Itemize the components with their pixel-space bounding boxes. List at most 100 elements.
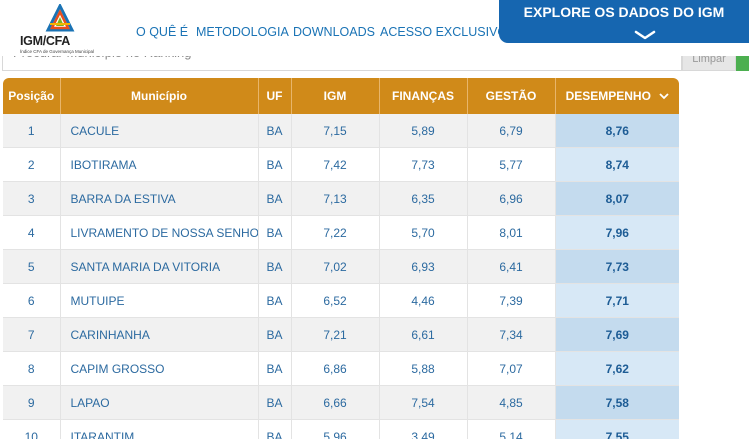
chevron-down-icon	[634, 30, 656, 40]
cell-posicao: 8	[3, 351, 61, 386]
table-row[interactable]: 6 MUTUIPE BA 6,52 4,46 7,39 7,71	[3, 283, 679, 318]
cell-gestao: 5,14	[467, 419, 556, 439]
ranking-table: Posição Município UF IGM FINANÇAS GESTÃO…	[3, 78, 679, 439]
nav-metodologia[interactable]: METODOLOGIA	[196, 25, 289, 39]
cell-igm: 7,02	[291, 249, 380, 284]
cell-municipio: CARINHANHA	[60, 317, 259, 352]
table-row[interactable]: 2 IBOTIRAMA BA 7,42 7,73 5,77 8,74	[3, 147, 679, 182]
cell-igm: 6,66	[291, 385, 380, 420]
cell-desempenho: 7,69	[555, 317, 679, 352]
cell-desempenho: 8,74	[555, 147, 679, 182]
cell-igm: 7,42	[291, 147, 380, 182]
cell-financas: 5,70	[379, 215, 468, 250]
table-row[interactable]: 5 SANTA MARIA DA VITORIA BA 7,02 6,93 6,41 7,7…	[3, 249, 679, 284]
cell-municipio: ITARANTIM	[60, 419, 259, 439]
cell-financas: 7,54	[379, 385, 468, 420]
cell-uf: BA	[258, 317, 292, 352]
cell-gestao: 4,85	[467, 385, 556, 420]
cell-igm: 7,21	[291, 317, 380, 352]
cell-gestao: 6,41	[467, 249, 556, 284]
cell-igm: 5,96	[291, 419, 380, 439]
col-header-municipio[interactable]: Município	[60, 78, 259, 114]
cell-igm: 6,86	[291, 351, 380, 386]
col-header-desempenho-label: DESEMPENHO	[565, 89, 651, 103]
cell-financas: 5,88	[379, 351, 468, 386]
cell-uf: BA	[258, 283, 292, 318]
logo[interactable]: IGM/CFA Índice CFA de Governança Municip…	[20, 4, 100, 56]
nav-o-que-e[interactable]: O QUÊ É	[136, 25, 189, 39]
cell-financas: 6,61	[379, 317, 468, 352]
cell-gestao: 5,77	[467, 147, 556, 182]
cell-municipio: BARRA DA ESTIVA	[60, 181, 259, 216]
cell-financas: 3,49	[379, 419, 468, 439]
cell-municipio: CAPIM GROSSO	[60, 351, 259, 386]
col-header-gestao[interactable]: GESTÃO	[467, 78, 556, 114]
table-row[interactable]: 3 BARRA DA ESTIVA BA 7,13 6,35 6,96 8,07	[3, 181, 679, 216]
cell-gestao: 8,01	[467, 215, 556, 250]
col-header-financas[interactable]: FINANÇAS	[379, 78, 468, 114]
cell-uf: BA	[258, 181, 292, 216]
cell-financas: 5,89	[379, 114, 468, 148]
col-header-posicao[interactable]: Posição	[3, 78, 61, 114]
col-header-uf[interactable]: UF	[258, 78, 292, 114]
cell-desempenho: 7,73	[555, 249, 679, 284]
cell-desempenho: 7,55	[555, 419, 679, 439]
cell-municipio: CACULE	[60, 114, 259, 148]
cell-desempenho: 7,62	[555, 351, 679, 386]
table-row[interactable]: 9 LAPAO BA 6,66 7,54 4,85 7,58	[3, 385, 679, 420]
cell-igm: 6,52	[291, 283, 380, 318]
table-row[interactable]: 7 CARINHANHA BA 7,21 6,61 7,34 7,69	[3, 317, 679, 352]
cell-municipio: MUTUIPE	[60, 283, 259, 318]
sort-chevron-down-icon	[659, 93, 669, 100]
explore-data-button[interactable]: EXPLORE OS DADOS DO IGM	[499, 0, 749, 43]
cell-posicao: 5	[3, 249, 61, 284]
cell-igm: 7,22	[291, 215, 380, 250]
cell-financas: 6,93	[379, 249, 468, 284]
cell-posicao: 10	[3, 419, 61, 439]
table-row[interactable]: 4 LIVRAMENTO DE NOSSA SENHORA BA 7,22 5,70 8,…	[3, 215, 679, 250]
cell-gestao: 6,79	[467, 114, 556, 148]
table-row[interactable]: 1 CACULE BA 7,15 5,89 6,79 8,76	[3, 114, 679, 148]
cell-gestao: 7,07	[467, 351, 556, 386]
cell-posicao: 1	[3, 114, 61, 148]
cell-posicao: 6	[3, 283, 61, 318]
logo-subtitle: Índice CFA de Governança Municipal	[20, 49, 95, 54]
cell-municipio: IBOTIRAMA	[60, 147, 259, 182]
cell-municipio: LIVRAMENTO DE NOSSA SENHORA	[60, 215, 259, 250]
cell-posicao: 3	[3, 181, 61, 216]
logo-title: IGM/CFA	[20, 34, 70, 48]
nav-downloads[interactable]: DOWNLOADS	[293, 25, 375, 39]
cell-financas: 4,46	[379, 283, 468, 318]
cell-posicao: 7	[3, 317, 61, 352]
cell-posicao: 9	[3, 385, 61, 420]
cell-uf: BA	[258, 147, 292, 182]
col-header-desempenho[interactable]: DESEMPENHO	[555, 78, 679, 114]
cell-financas: 7,73	[379, 147, 468, 182]
cell-uf: BA	[258, 385, 292, 420]
table-row[interactable]: 8 CAPIM GROSSO BA 6,86 5,88 7,07 7,62	[3, 351, 679, 386]
ranking-table-container: Posição Município UF IGM FINANÇAS GESTÃO…	[3, 78, 680, 439]
cell-uf: BA	[258, 351, 292, 386]
cell-gestao: 7,39	[467, 283, 556, 318]
cell-desempenho: 8,07	[555, 181, 679, 216]
logo-mark-icon	[45, 4, 75, 32]
cell-gestao: 7,34	[467, 317, 556, 352]
table-row[interactable]: 10 ITARANTIM BA 5,96 3,49 5,14 7,55	[3, 419, 679, 439]
col-header-igm[interactable]: IGM	[291, 78, 380, 114]
cell-desempenho: 8,76	[555, 114, 679, 148]
cell-igm: 7,15	[291, 114, 380, 148]
nav-acesso-exclusivo[interactable]: ACESSO EXCLUSIVO	[380, 25, 508, 39]
site-header: IGM/CFA Índice CFA de Governança Municip…	[0, 0, 749, 56]
cell-desempenho: 7,71	[555, 283, 679, 318]
cell-uf: BA	[258, 419, 292, 439]
cell-desempenho: 7,58	[555, 385, 679, 420]
cell-igm: 7,13	[291, 181, 380, 216]
cell-posicao: 4	[3, 215, 61, 250]
cell-financas: 6,35	[379, 181, 468, 216]
cell-desempenho: 7,96	[555, 215, 679, 250]
cell-posicao: 2	[3, 147, 61, 182]
cell-uf: BA	[258, 215, 292, 250]
cell-uf: BA	[258, 114, 292, 148]
cell-gestao: 6,96	[467, 181, 556, 216]
cell-uf: BA	[258, 249, 292, 284]
